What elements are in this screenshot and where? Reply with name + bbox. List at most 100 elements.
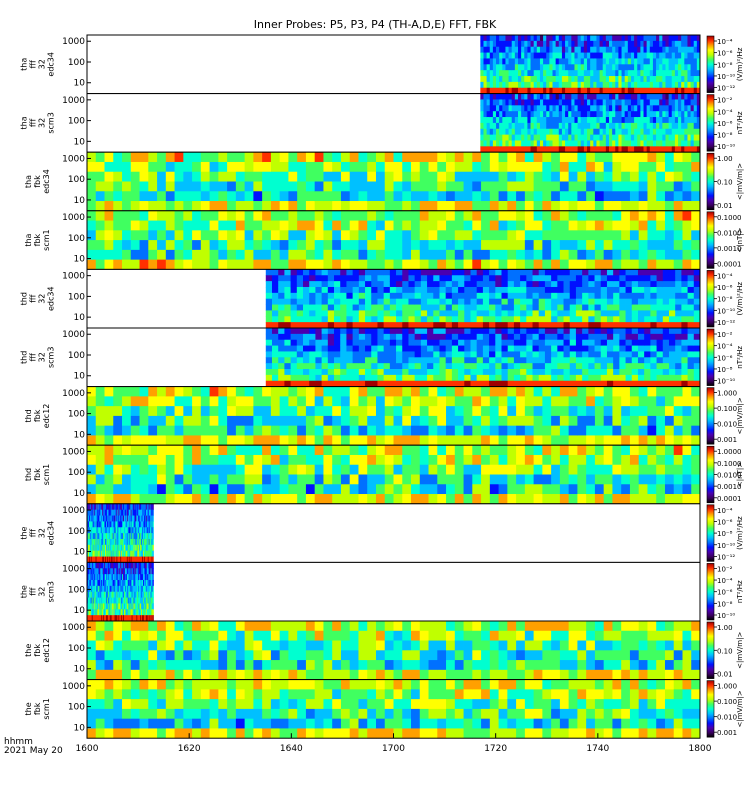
spectrogram-cell bbox=[684, 122, 688, 130]
spectrogram-cell bbox=[605, 76, 610, 83]
spectrogram-cell bbox=[637, 134, 641, 141]
spectrogram-cell bbox=[662, 128, 666, 136]
spectrogram-cell bbox=[253, 484, 263, 495]
spectrogram-cell bbox=[664, 435, 675, 446]
spectrogram-cell bbox=[527, 128, 531, 136]
spectrogram-cell bbox=[571, 40, 575, 48]
spectrogram-cell bbox=[482, 369, 490, 376]
spectrogram-cell bbox=[668, 286, 676, 294]
spectrogram-cell bbox=[104, 386, 114, 397]
spectrogram-cell bbox=[115, 533, 117, 540]
spectrogram-cell bbox=[588, 322, 595, 329]
spectrogram-cell bbox=[408, 328, 416, 335]
spectrogram-cell bbox=[557, 328, 564, 335]
spectrogram-cell bbox=[574, 58, 579, 65]
spectrogram-cell bbox=[684, 111, 688, 118]
spectrogram-cell bbox=[555, 111, 560, 118]
spectrogram-cell bbox=[482, 275, 490, 282]
spectrogram-cell bbox=[638, 230, 648, 241]
spectrogram-cell bbox=[684, 93, 688, 100]
spectrogram-cell bbox=[587, 117, 591, 124]
spectrogram-cell bbox=[647, 201, 657, 212]
spectrogram-cell bbox=[569, 322, 577, 329]
spectrogram-cell bbox=[389, 304, 397, 311]
spectrogram-cell bbox=[358, 201, 368, 212]
spectrogram-cell bbox=[262, 435, 272, 446]
spectrogram-cell bbox=[640, 111, 644, 118]
spectrogram-cell bbox=[192, 415, 202, 427]
spectrogram-cell bbox=[696, 140, 701, 147]
spectrogram-cell bbox=[652, 105, 657, 112]
spectrogram-cell bbox=[102, 521, 104, 528]
spectrogram-cell bbox=[587, 52, 591, 59]
spectrogram-cell bbox=[327, 310, 335, 317]
spectrogram-cell bbox=[664, 249, 675, 261]
spectrogram-cell bbox=[668, 81, 673, 89]
spectrogram-cell bbox=[288, 191, 298, 202]
spectrogram-cell bbox=[489, 310, 496, 317]
spectrogram-cell bbox=[332, 191, 342, 202]
spectrogram-cell bbox=[563, 304, 571, 311]
spectrogram-cell bbox=[414, 316, 422, 323]
spectrogram-cell bbox=[235, 210, 246, 221]
spectrogram-cell bbox=[508, 111, 513, 118]
spectrogram-cell bbox=[629, 201, 640, 212]
spectrogram-cell bbox=[659, 105, 663, 112]
spectrogram-cell bbox=[284, 363, 291, 370]
spectrogram-cell bbox=[656, 298, 664, 305]
spectrogram-cell bbox=[365, 304, 372, 311]
spectrogram-cell bbox=[120, 521, 122, 528]
spectrogram-cell bbox=[157, 152, 167, 163]
spectrogram-cell bbox=[646, 93, 651, 100]
spectrogram-cell bbox=[87, 521, 89, 528]
spectrogram-cell bbox=[612, 396, 622, 407]
spectrogram-cell bbox=[271, 357, 279, 364]
spectrogram-cell bbox=[557, 357, 564, 364]
spectrogram-cell bbox=[594, 339, 602, 346]
spectrogram-cell bbox=[527, 70, 531, 77]
spectrogram-cell bbox=[296, 316, 304, 323]
spectrogram-cell bbox=[631, 281, 639, 288]
spectrogram-cell bbox=[482, 328, 490, 335]
spectrogram-cell bbox=[575, 369, 583, 376]
spectrogram-cell bbox=[383, 363, 391, 370]
spectrogram-cell bbox=[640, 64, 644, 71]
spectrogram-cell bbox=[656, 363, 664, 370]
spectrogram-cell bbox=[227, 191, 237, 202]
spectrogram-cell bbox=[513, 328, 521, 335]
spectrogram-cell bbox=[580, 40, 585, 48]
spectrogram-cell bbox=[662, 322, 670, 329]
spectrogram-cell bbox=[244, 210, 254, 221]
spectrogram-cell bbox=[297, 386, 307, 397]
spectrogram-cell bbox=[637, 122, 641, 130]
spectrogram-cell bbox=[613, 339, 620, 346]
spectrogram-cell bbox=[575, 322, 583, 329]
spectrogram-cell bbox=[107, 544, 110, 552]
spectrogram-cell bbox=[93, 527, 95, 534]
spectrogram-cell bbox=[402, 386, 412, 397]
spectrogram-cell bbox=[489, 380, 496, 387]
spectrogram-cell bbox=[334, 357, 341, 364]
spectrogram-cell bbox=[659, 122, 663, 130]
spectrogram-cell bbox=[563, 322, 571, 329]
spectrogram-cell bbox=[580, 81, 585, 89]
spectrogram-cell bbox=[629, 454, 640, 466]
spectrogram-cell bbox=[483, 70, 488, 77]
spectrogram-cell bbox=[637, 369, 645, 376]
spectrogram-cell bbox=[524, 464, 535, 475]
spectrogram-cell bbox=[411, 249, 421, 261]
spectrogram-cell bbox=[544, 269, 552, 276]
spectrogram-cell bbox=[563, 269, 571, 276]
spectrogram-cell bbox=[437, 171, 447, 182]
spectrogram-cell bbox=[464, 292, 471, 300]
spectrogram-cell bbox=[365, 322, 372, 329]
spectrogram-cell bbox=[492, 70, 497, 77]
spectrogram-cell bbox=[577, 134, 582, 141]
spectrogram-cell bbox=[297, 484, 307, 495]
spectrogram-cell bbox=[377, 286, 385, 294]
colorbar-tick-label: 0.100 bbox=[717, 405, 737, 413]
spectrogram-cell bbox=[113, 181, 123, 192]
spectrogram-cell bbox=[516, 240, 526, 251]
spectrogram-cell bbox=[574, 64, 579, 71]
spectrogram-cell bbox=[583, 58, 588, 65]
